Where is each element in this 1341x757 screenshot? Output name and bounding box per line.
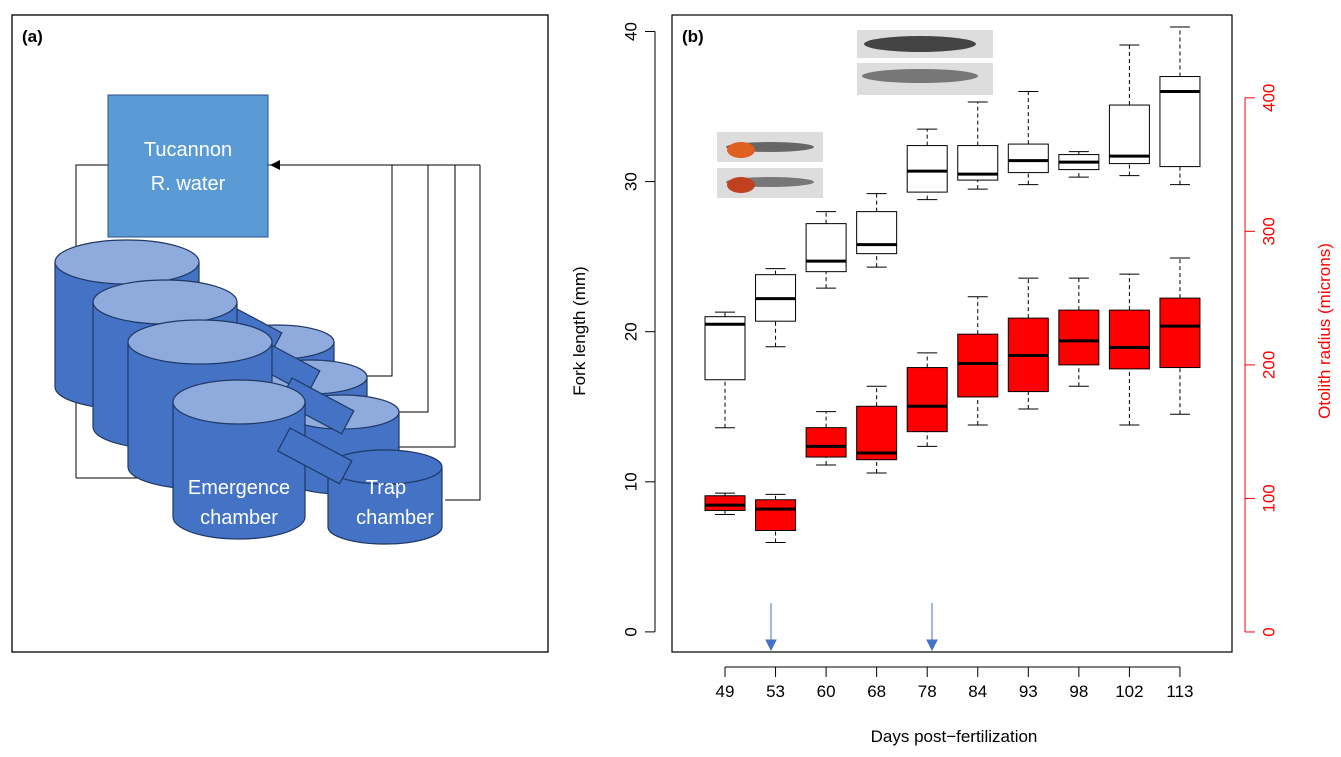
y-tick-label: 40 [621,22,640,41]
fish-photos [717,30,993,198]
panel-label: (b) [682,27,704,46]
y2-tick-label: 200 [1259,351,1278,379]
panel-frame [11,14,549,653]
box [704,316,746,381]
box [1108,309,1150,370]
trap-label: chamber [356,507,434,529]
y-tick-label: 10 [621,472,640,491]
source-label: Tucannon [144,139,232,161]
box [856,405,898,461]
x-tick-label: 113 [1166,682,1193,701]
box [957,333,999,398]
x-tick-label: 98 [1069,682,1088,701]
x-tick-label: 93 [1019,682,1038,701]
box [1058,309,1100,366]
y-tick-label: 30 [621,172,640,191]
arrows [765,603,938,652]
source-box [107,94,269,238]
x-tick-label: 60 [817,682,836,701]
y-tick-label: 0 [621,627,640,636]
box [856,211,898,255]
y2-tick-label: 100 [1259,484,1278,512]
box [1159,297,1201,369]
box [1007,143,1049,174]
x-tick-label: 68 [867,682,886,701]
x-tick-label: 53 [766,682,785,701]
trap-label: Trap [366,477,406,499]
chambers [54,239,443,545]
source-label: R. water [151,173,226,195]
y2-tick-label: 400 [1259,84,1278,112]
x-axis-label: Days post−fertilization [871,727,1038,746]
plot-frame [671,14,1233,653]
box [755,499,797,531]
panel-label: (a) [22,27,43,46]
box [1108,104,1150,165]
x-tick-label: 102 [1115,682,1143,701]
emergence-label: Emergence [188,477,290,499]
box [1159,76,1201,168]
x-tick-label: 78 [918,682,937,701]
emergence-label: chamber [200,507,278,529]
box [805,223,847,273]
y2-axis-label: Otolith radius (microns) [1315,243,1334,419]
y-axis-label: Fork length (mm) [570,266,589,395]
y2-tick-label: 0 [1259,627,1278,636]
box [906,145,948,193]
box [906,367,948,433]
x-tick-label: 84 [968,682,987,701]
x-tick-label: 49 [716,682,735,701]
box [805,427,847,458]
y-tick-label: 20 [621,322,640,341]
box [704,495,746,511]
y2-tick-label: 300 [1259,217,1278,245]
